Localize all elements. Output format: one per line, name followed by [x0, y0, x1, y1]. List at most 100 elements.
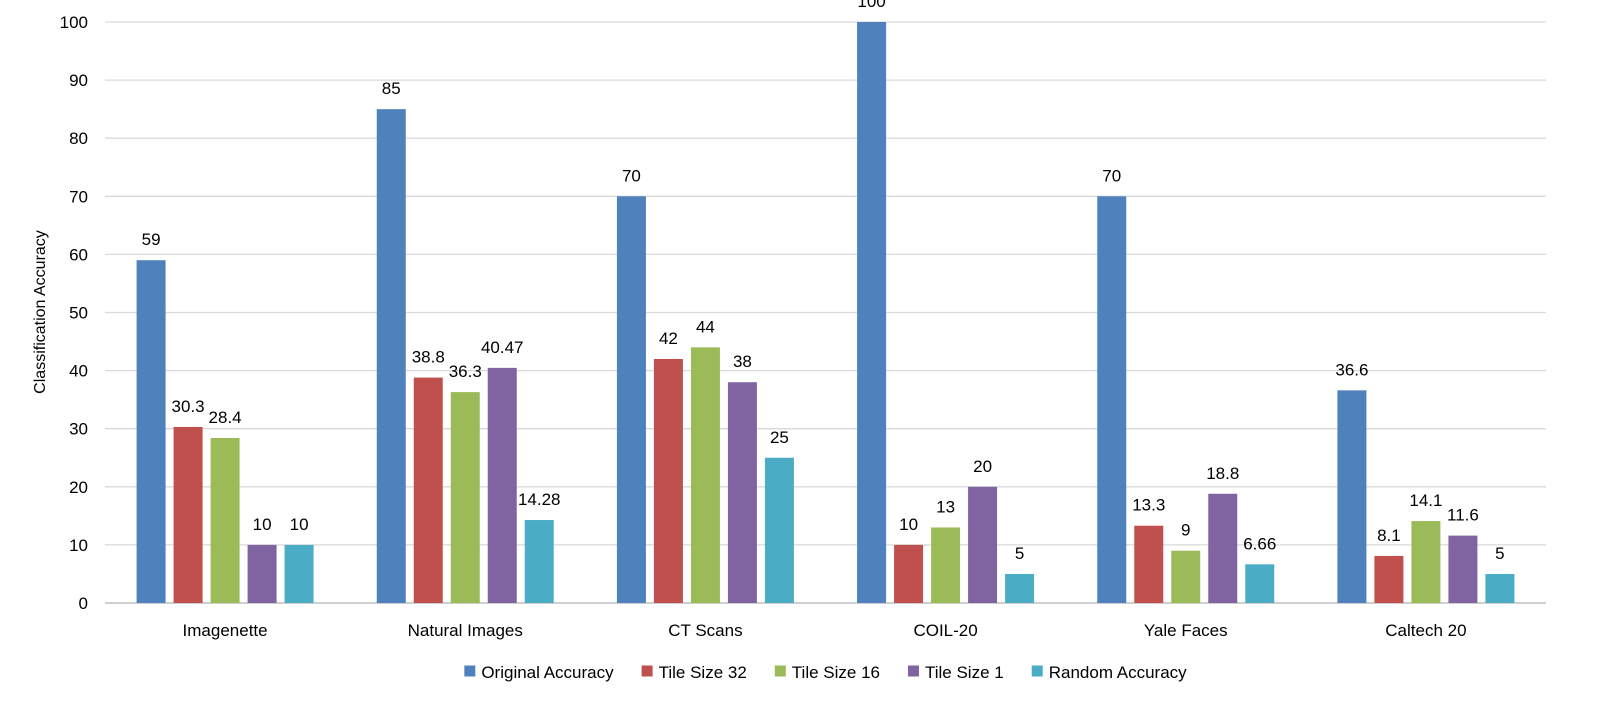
- data-label: 18.8: [1206, 464, 1239, 483]
- data-label: 28.4: [209, 408, 242, 427]
- data-label: 30.3: [172, 397, 205, 416]
- legend-item: Tile Size 32: [641, 663, 747, 682]
- data-label: 36.3: [449, 362, 482, 381]
- data-label: 10: [253, 515, 272, 534]
- y-tick-label: 70: [69, 187, 88, 206]
- x-category-label: Caltech 20: [1385, 621, 1466, 640]
- data-label: 10: [899, 515, 918, 534]
- data-label: 100: [857, 0, 885, 11]
- bar: [931, 527, 961, 603]
- data-label: 85: [382, 79, 401, 98]
- bar: [616, 196, 646, 604]
- bar: [284, 544, 314, 603]
- legend-item: Tile Size 16: [774, 663, 880, 682]
- data-label: 13: [936, 497, 955, 516]
- data-label: 59: [142, 230, 161, 249]
- bar: [210, 437, 240, 603]
- legend-item: Original Accuracy: [464, 663, 614, 682]
- legend-swatch: [774, 665, 786, 677]
- legend-label: Random Accuracy: [1049, 663, 1187, 682]
- bar: [857, 22, 887, 603]
- legend-item: Tile Size 1: [907, 663, 1004, 682]
- legend-label: Tile Size 1: [925, 663, 1004, 682]
- y-tick-label: 50: [69, 304, 88, 323]
- data-label: 38: [733, 352, 752, 371]
- bar: [247, 544, 277, 603]
- y-tick-label: 80: [69, 129, 88, 148]
- data-label: 14.1: [1409, 491, 1442, 510]
- bar: [1485, 573, 1515, 603]
- data-label: 70: [1102, 166, 1121, 185]
- bar: [727, 382, 757, 603]
- y-tick-label: 30: [69, 420, 88, 439]
- data-label: 70: [622, 166, 641, 185]
- legend-label: Tile Size 32: [659, 663, 747, 682]
- y-tick-label: 20: [69, 478, 88, 497]
- bar: [1337, 390, 1367, 603]
- bar: [524, 520, 554, 603]
- bar: [1005, 573, 1035, 603]
- x-category-label: Yale Faces: [1144, 621, 1228, 640]
- legend-swatch: [464, 665, 476, 677]
- data-label: 36.6: [1335, 360, 1368, 379]
- bar: [1374, 555, 1404, 603]
- bar: [450, 392, 480, 603]
- bar: [1448, 535, 1478, 603]
- data-label: 10: [290, 515, 309, 534]
- legend-swatch: [1031, 665, 1043, 677]
- bar: [968, 486, 998, 603]
- data-label: 40.47: [481, 338, 524, 357]
- x-category-label: Natural Images: [408, 621, 523, 640]
- data-label: 25: [770, 428, 789, 447]
- bar: [653, 358, 683, 603]
- bar: [764, 457, 794, 603]
- x-axis-categories: Imagenette Natural Images CT Scans COIL-20 Y…: [183, 621, 1467, 640]
- data-label: 20: [973, 457, 992, 476]
- y-tick-label: 100: [60, 13, 88, 32]
- y-tick-label: 60: [69, 245, 88, 264]
- bar: [1134, 525, 1164, 603]
- y-tick-label: 10: [69, 536, 88, 555]
- legend-item: Random Accuracy: [1031, 663, 1187, 682]
- bar: [487, 367, 517, 603]
- x-category-label: CT Scans: [668, 621, 742, 640]
- bar: [1171, 550, 1201, 603]
- data-label: 8.1: [1377, 526, 1401, 545]
- bar: [376, 109, 406, 604]
- legend-swatch: [641, 665, 653, 677]
- data-label: 11.6: [1447, 506, 1479, 525]
- data-label: 42: [659, 329, 678, 348]
- bar: [1097, 196, 1127, 604]
- legend-label: Tile Size 16: [792, 663, 880, 682]
- x-category-label: Imagenette: [183, 621, 268, 640]
- y-tick-label: 40: [69, 362, 88, 381]
- bar: [1208, 493, 1238, 603]
- data-label: 44: [696, 317, 715, 336]
- data-label: 38.8: [412, 348, 445, 367]
- legend-label: Original Accuracy: [481, 663, 614, 682]
- bar: [690, 347, 720, 603]
- bars: [136, 22, 1515, 604]
- data-label: 14.28: [518, 490, 561, 509]
- legend: Original Accuracy Tile Size 32 Tile Size 1…: [464, 663, 1187, 682]
- data-label: 5: [1495, 544, 1504, 563]
- y-axis-ticks: 0 10 20 30 40 50 60 70 80 90 100: [60, 13, 88, 613]
- gridlines: [105, 21, 1546, 604]
- data-label: 9: [1181, 521, 1190, 540]
- y-tick-label: 90: [69, 71, 88, 90]
- data-label: 5: [1015, 544, 1024, 563]
- y-axis-title: Classification Accuracy: [32, 230, 49, 394]
- legend-swatch: [907, 665, 919, 677]
- bar: [173, 426, 203, 603]
- data-label: 13.3: [1132, 496, 1165, 515]
- bar: [413, 377, 443, 603]
- bar: [894, 544, 924, 603]
- x-category-label: COIL-20: [913, 621, 977, 640]
- bar: [136, 260, 166, 603]
- bar: [1245, 564, 1275, 603]
- data-label: 6.66: [1243, 534, 1276, 553]
- y-tick-label: 0: [79, 594, 88, 613]
